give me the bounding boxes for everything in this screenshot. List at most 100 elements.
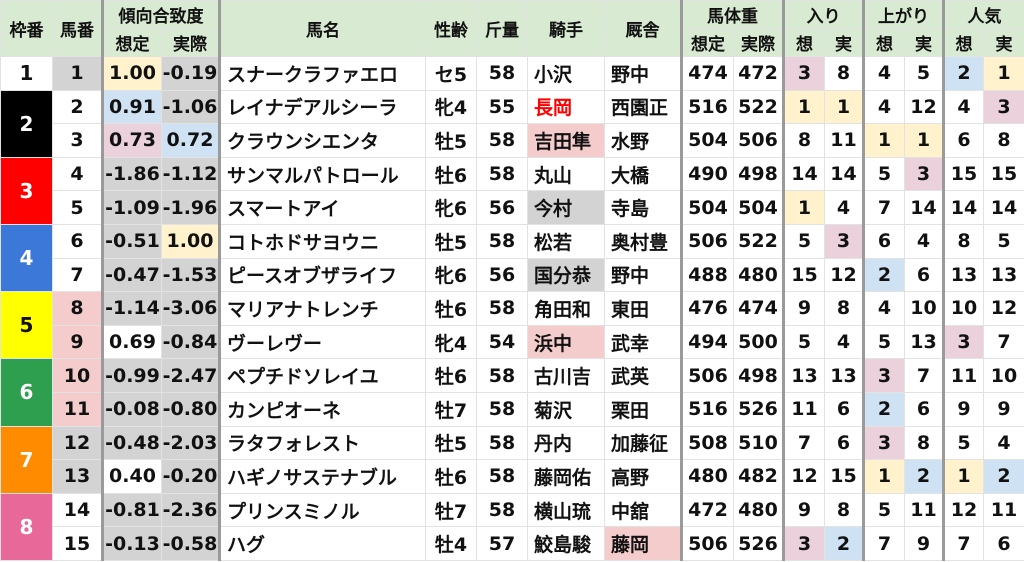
iri-pred: 7 [782, 425, 825, 461]
header-body-act: 実際 [733, 28, 784, 57]
iri-act: 11 [824, 123, 864, 158]
horse-name: ハギノサステナブル [218, 459, 426, 494]
table-row: 5 8 -1.14 -3.06 マリアナトレンチ 牡6 58 角田和 東田 476 474 9 8 4 10… [0, 291, 1024, 360]
iri-pred: 3 [782, 526, 825, 561]
agari-pred: 4 [862, 291, 905, 326]
horse-name: スナークラファエロ [218, 56, 426, 91]
iri-pred: 5 [782, 324, 825, 360]
jockey: 丸山 [527, 156, 605, 192]
match-pred: 0.91 [101, 89, 162, 125]
horse-number: 2 [52, 89, 103, 125]
match-pred: -0.08 [101, 391, 162, 427]
carried-weight: 58 [476, 492, 528, 528]
ninki-act: 11 [983, 492, 1024, 528]
agari-pred: 4 [862, 89, 905, 125]
match-pred: -0.47 [101, 257, 162, 293]
match-pred: 0.40 [101, 459, 162, 494]
sex-age: 牝6 [425, 257, 477, 293]
body-weight-act: 526 [733, 391, 784, 427]
ninki-pred: 5 [942, 425, 984, 461]
body-weight-act: 498 [733, 358, 784, 393]
iri-pred: 9 [782, 291, 825, 326]
jockey: 角田和 [527, 291, 605, 326]
horse-name: ピースオブザライフ [218, 257, 426, 293]
table-row: 1 1 1.00 -0.19 スナークラファエロ セ5 58 小沢 野中 474 472 3 8 4 5 2 1 [0, 56, 1024, 91]
agari-pred: 5 [862, 156, 905, 192]
match-act: -0.80 [161, 391, 220, 427]
horse-number: 6 [52, 223, 103, 259]
agari-act: 2 [904, 459, 944, 494]
horse-number: 13 [52, 459, 103, 494]
ninki-pred: 15 [942, 156, 984, 192]
iri-act: 8 [824, 56, 864, 91]
header-match-act: 実際 [161, 28, 220, 57]
waku-number: 1 [0, 56, 53, 91]
match-pred: 0.73 [101, 123, 162, 158]
horse-number: 3 [52, 123, 103, 158]
iri-pred: 3 [782, 56, 825, 91]
match-pred: -0.99 [101, 358, 162, 393]
carried-weight: 58 [476, 223, 528, 259]
body-weight-pred: 516 [680, 391, 734, 427]
ninki-pred: 3 [942, 324, 984, 360]
match-act: -1.96 [161, 190, 220, 225]
horse-number: 11 [52, 391, 103, 427]
ninki-pred: 11 [942, 358, 984, 393]
ninki-act: 10 [983, 358, 1024, 393]
header-agari-act: 実 [904, 28, 944, 57]
header-umaban: 馬番 [52, 0, 103, 57]
horse-number: 12 [52, 425, 103, 461]
trainer: 水野 [604, 123, 682, 158]
trainer: 加藤征 [604, 425, 682, 461]
body-weight-act: 526 [733, 526, 784, 561]
match-act: -0.19 [161, 56, 220, 91]
agari-act: 10 [904, 291, 944, 326]
agari-pred: 2 [862, 391, 905, 427]
horse-number: 8 [52, 291, 103, 326]
match-pred: -1.09 [101, 190, 162, 225]
ninki-pred: 13 [942, 257, 984, 293]
ninki-pred: 7 [942, 526, 984, 561]
ninki-act: 5 [983, 223, 1024, 259]
ninki-act: 7 [983, 324, 1024, 360]
jockey: 鮫島駿 [527, 526, 605, 561]
sex-age: 牡6 [425, 358, 477, 393]
body-weight-pred: 508 [680, 425, 734, 461]
match-act: -2.36 [161, 492, 220, 528]
iri-act: 4 [824, 190, 864, 225]
iri-pred: 12 [782, 459, 825, 494]
ninki-pred: 6 [942, 123, 984, 158]
table-row: 3 0.73 0.72 クラウンシエンタ 牡5 58 吉田隼 水野 504 506 8 11 1 1 6 8 [1, 123, 1024, 158]
body-weight-act: 498 [733, 156, 784, 192]
agari-pred: 6 [862, 223, 905, 259]
ninki-act: 15 [983, 156, 1024, 192]
sex-age: 牡6 [425, 459, 477, 494]
body-weight-act: 522 [733, 89, 784, 125]
iri-act: 6 [824, 391, 864, 427]
sex-age: 牡6 [425, 291, 477, 326]
horse-number: 5 [52, 190, 103, 225]
header-match-pred: 想定 [101, 28, 162, 57]
ninki-act: 3 [983, 89, 1024, 125]
trainer: 栗田 [604, 391, 682, 427]
sex-age: 牡7 [425, 391, 477, 427]
table-row: 11 -0.08 -0.80 カンピオーネ 牡7 58 菊沢 栗田 516 526 11 6 2 6 9 9 [1, 391, 1024, 427]
horse-number: 7 [52, 257, 103, 293]
body-weight-pred: 504 [680, 123, 734, 158]
trainer: 東田 [604, 291, 682, 326]
sex-age: 牝4 [425, 89, 477, 125]
match-pred: -0.13 [101, 526, 162, 561]
horse-name: サンマルパトロール [218, 156, 426, 192]
ninki-act: 8 [983, 123, 1024, 158]
trainer: 野中 [604, 257, 682, 293]
agari-pred: 4 [862, 56, 905, 91]
table-row: 2 2 0.91 -1.06 レイナデアルシーラ 牝4 55 長岡 西園正 516 522 1 1 4 12… [0, 89, 1024, 158]
body-weight-act: 480 [733, 492, 784, 528]
table-row: 7 12 -0.48 -2.03 ラタフォレスト 牡5 58 丹内 加藤征 508 510 7 6 3 8 5… [0, 425, 1024, 494]
horse-number: 1 [52, 56, 103, 91]
agari-act: 11 [904, 492, 944, 528]
table-row: 7 -0.47 -1.53 ピースオブザライフ 牝6 56 国分恭 野中 488 480 15 12 2… [1, 257, 1024, 293]
agari-act: 1 [904, 123, 944, 158]
trainer: 寺島 [604, 190, 682, 225]
carried-weight: 58 [476, 123, 528, 158]
